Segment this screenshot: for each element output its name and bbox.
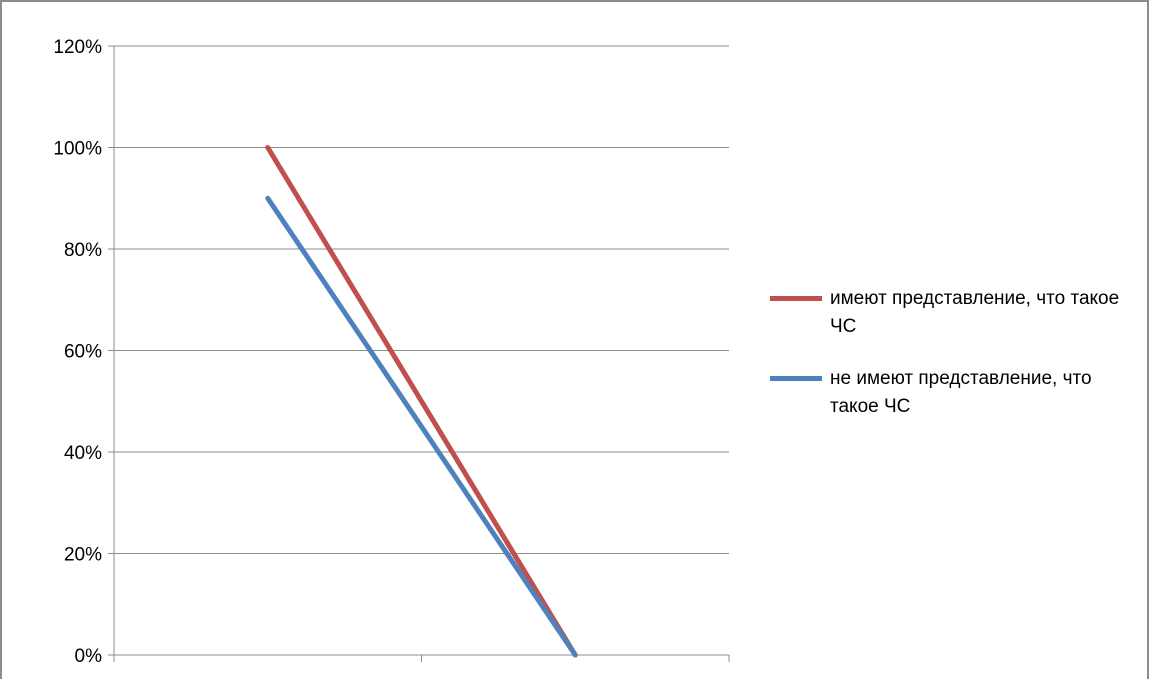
legend-item-1: имеют представление, что такое ЧС bbox=[770, 285, 1145, 341]
legend-label: имеют представление, что такое ЧС bbox=[830, 288, 1120, 337]
y-tick-label: 120% bbox=[53, 37, 102, 58]
legend-label: не имеют представление, что такое ЧС bbox=[830, 368, 1092, 417]
series-line-2 bbox=[265, 195, 578, 658]
y-tick-label: 100% bbox=[53, 139, 102, 160]
y-tick-label: 40% bbox=[64, 443, 102, 464]
y-tick-label: 60% bbox=[64, 342, 102, 363]
series-line-1 bbox=[265, 145, 578, 658]
legend-swatch bbox=[770, 376, 822, 381]
legend-item-2: не имеют представление, что такое ЧС bbox=[770, 365, 1145, 421]
y-tick-label: 80% bbox=[64, 240, 102, 261]
y-tick-label: 20% bbox=[64, 545, 102, 566]
legend-swatch bbox=[770, 296, 822, 301]
y-tick-label: 0% bbox=[75, 646, 103, 667]
legend: имеют представление, что такое ЧС не имею… bbox=[770, 285, 1145, 445]
